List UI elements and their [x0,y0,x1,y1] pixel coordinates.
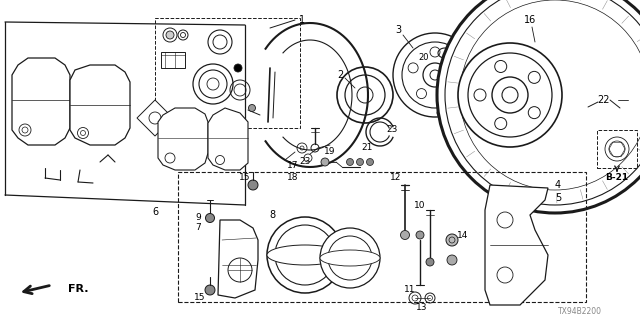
Text: 23: 23 [300,157,310,166]
Text: 23: 23 [387,125,397,134]
Polygon shape [137,100,173,136]
Text: 6: 6 [152,207,158,217]
Text: 2: 2 [337,70,343,80]
Text: 18: 18 [287,173,299,182]
Text: 1: 1 [299,15,305,25]
Bar [155,18,300,128]
Circle shape [267,217,343,293]
Circle shape [447,255,457,265]
Circle shape [446,234,458,246]
Polygon shape [208,108,248,170]
Text: 20: 20 [419,53,429,62]
Bar [178,172,586,302]
Ellipse shape [320,250,380,266]
Circle shape [426,258,434,266]
Polygon shape [70,65,130,145]
Circle shape [458,43,562,147]
Circle shape [437,109,445,117]
Text: 4: 4 [555,180,561,190]
Polygon shape [485,185,548,305]
Circle shape [401,230,410,239]
Circle shape [367,158,374,165]
Ellipse shape [267,245,343,265]
Text: 15: 15 [239,172,251,181]
Circle shape [248,105,255,111]
Text: 5: 5 [555,193,561,203]
Text: TX94B2200: TX94B2200 [558,308,602,316]
Circle shape [234,64,242,72]
Text: 3: 3 [395,25,401,35]
Text: 12: 12 [390,173,402,182]
Text: 21: 21 [362,143,372,153]
Circle shape [393,33,477,117]
Circle shape [346,158,353,165]
Text: 10: 10 [414,201,426,210]
Text: 22: 22 [598,95,611,105]
Circle shape [416,231,424,239]
Text: 17: 17 [287,161,299,170]
Circle shape [321,158,329,166]
Text: 15: 15 [195,292,205,301]
Circle shape [166,31,174,39]
Text: FR.: FR. [68,284,88,294]
Circle shape [320,228,380,288]
Text: 14: 14 [458,230,468,239]
Circle shape [437,0,640,213]
Polygon shape [158,108,208,170]
Polygon shape [12,58,70,145]
Circle shape [356,158,364,165]
Text: 11: 11 [404,285,416,294]
Polygon shape [218,220,258,298]
Circle shape [205,285,215,295]
Text: 13: 13 [416,303,428,313]
Text: 7: 7 [195,223,201,233]
Text: B-21: B-21 [605,173,628,182]
Text: 8: 8 [269,210,275,220]
Text: 19: 19 [324,148,336,156]
Bar [597,130,637,168]
Text: 9: 9 [195,213,201,222]
Circle shape [248,180,258,190]
Circle shape [205,213,214,222]
Polygon shape [161,52,185,68]
Text: 16: 16 [524,15,536,25]
